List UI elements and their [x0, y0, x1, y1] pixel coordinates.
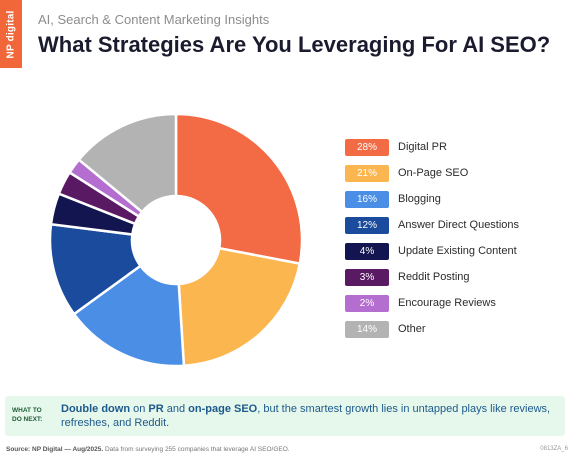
legend-percent-badge: 12% [345, 216, 389, 234]
brand-logo-tab: NP digital [0, 0, 22, 68]
legend-item-on-page-seo: 21% On-Page SEO [345, 160, 567, 186]
legend-percent-badge: 2% [345, 294, 389, 312]
legend-item-answer-direct-questions: 12% Answer Direct Questions [345, 212, 567, 238]
page-title: What Strategies Are You Leveraging For A… [38, 32, 551, 57]
legend-item-digital-pr: 28% Digital PR [345, 134, 567, 160]
legend-item-other: 14% Other [345, 316, 567, 342]
legend-label: Reddit Posting [398, 271, 470, 283]
legend-label: On-Page SEO [398, 167, 469, 179]
callout-text-4: and [163, 403, 189, 415]
callout-emphasis-2: PR [148, 403, 164, 415]
brand-logo-text: NP digital [5, 10, 17, 58]
legend-item-encourage-reviews: 2% Encourage Reviews [345, 290, 567, 316]
legend-percent-badge: 28% [345, 138, 389, 156]
legend-item-reddit-posting: 3% Reddit Posting [345, 264, 567, 290]
legend-label: Encourage Reviews [398, 297, 496, 309]
legend-label: Digital PR [398, 141, 447, 153]
legend-percent-badge: 16% [345, 190, 389, 208]
donut-hole [132, 196, 220, 284]
callout-text-6: , but the smartest growth lies in untapp… [61, 403, 551, 429]
page-subtitle: AI, Search & Content Marketing Insights [38, 12, 270, 27]
footer-source-bold: Source: NP Digital — Aug/2025. [6, 446, 104, 453]
legend-label: Blogging [398, 193, 441, 205]
legend-item-blogging: 16% Blogging [345, 186, 567, 212]
callout-tag-line1: WHAT TO [12, 407, 42, 414]
legend-label: Other [398, 323, 426, 335]
callout-emphasis-1: Double down [61, 403, 131, 415]
callout-text: Double down on PR and on-page SEO, but t… [61, 402, 557, 430]
what-to-do-next-callout: WHAT TO DO NEXT: Double down on PR and o… [5, 396, 565, 436]
legend-percent-badge: 3% [345, 268, 389, 286]
legend-item-update-existing-content: 4% Update Existing Content [345, 238, 567, 264]
callout-tag: WHAT TO DO NEXT: [12, 406, 48, 424]
callout-text-2: on [130, 403, 149, 415]
legend-percent-badge: 14% [345, 320, 389, 338]
chart-legend: 28% Digital PR 21% On-Page SEO 16% Blogging 12… [345, 134, 567, 342]
footer-source: Source: NP Digital — Aug/2025. Data from… [6, 446, 290, 453]
callout-emphasis-3: on-page SEO [188, 403, 258, 415]
callout-tag-line2: DO NEXT: [12, 416, 43, 423]
legend-label: Answer Direct Questions [398, 219, 520, 231]
donut-chart [48, 112, 304, 368]
legend-percent-badge: 21% [345, 164, 389, 182]
footer-source-rest: Data from surveying 255 companies that l… [103, 446, 290, 453]
legend-percent-badge: 4% [345, 242, 389, 260]
footer-code: 0813ZA_6 [540, 446, 568, 452]
legend-label: Update Existing Content [398, 245, 517, 257]
